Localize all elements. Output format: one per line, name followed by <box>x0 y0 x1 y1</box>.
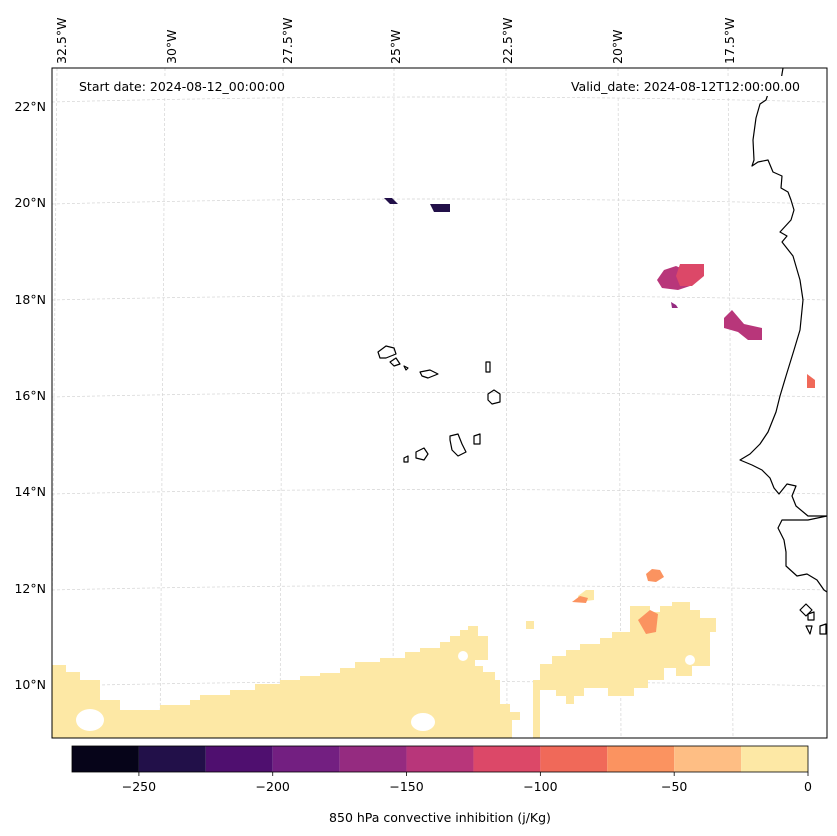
cin-region-magenta-speck <box>671 302 678 308</box>
cin-hole <box>411 713 435 731</box>
cin-region-orange-dot <box>646 569 664 582</box>
colorbar-tick-label: −150 <box>389 779 423 794</box>
colorbar-tick-label: −200 <box>256 779 290 794</box>
lat-label: 22°N <box>14 99 46 114</box>
island-brava <box>403 455 409 463</box>
colorbar-swatch <box>138 746 206 772</box>
colorbar-swatch <box>339 746 407 772</box>
lon-label: 17.5°W <box>722 18 737 64</box>
island-maio <box>473 433 481 445</box>
colorbar-swatch <box>741 746 808 772</box>
lon-label: 20°W <box>610 29 625 64</box>
colorbar <box>71 745 809 773</box>
coastlines <box>377 68 827 635</box>
lon-label: 27.5°W <box>280 18 295 64</box>
gridlines <box>52 68 827 738</box>
lat-label: 14°N <box>14 484 46 499</box>
island-guinea-1 <box>807 611 815 621</box>
island-sal <box>485 361 491 373</box>
island-guinea-3 <box>805 625 813 635</box>
map-frame <box>51 67 828 739</box>
island-sao-nicolau <box>419 369 439 379</box>
island-santa-luzia <box>403 365 409 371</box>
lat-label: 16°N <box>14 388 46 403</box>
cin-region-magenta-coast <box>724 310 762 340</box>
africa-coastline <box>739 68 827 517</box>
lon-label: 30°W <box>164 29 179 64</box>
island-boa-vista <box>487 389 501 405</box>
colorbar-swatch <box>205 746 273 772</box>
colorbar-swatch <box>473 746 541 772</box>
colorbar-border <box>71 745 809 773</box>
cin-hole <box>458 651 468 661</box>
guinea-coastline <box>777 515 827 593</box>
cin-region-orange-core <box>638 610 658 634</box>
map-panel <box>52 68 827 738</box>
lat-label: 10°N <box>14 677 46 692</box>
colorbar-tick-label: 0 <box>804 779 812 794</box>
island-santiago <box>449 433 467 457</box>
island-fogo <box>415 447 429 461</box>
colorbar-swatch <box>272 746 340 772</box>
colorbar-tick-label: −50 <box>661 779 687 794</box>
island-sao-vicente <box>389 357 401 367</box>
colorbar-label: 850 hPa convective inhibition (j/Kg) <box>329 810 551 825</box>
bissagos-coast <box>799 603 813 617</box>
latitude-labels: 22°N 20°N 18°N 16°N 14°N 12°N 10°N <box>14 99 46 692</box>
cin-hole <box>685 655 695 665</box>
cin-region-southeast-belt <box>533 602 716 738</box>
cin-region-pink-north <box>676 264 704 286</box>
lon-label: 32.5°W <box>54 18 69 64</box>
colorbar-ticks: −250 −200 −150 −100 −50 0 <box>122 772 812 794</box>
cin-region-south-belt <box>52 626 520 738</box>
island-santo-antao <box>377 345 397 359</box>
colorbar-tick-label: −250 <box>122 779 156 794</box>
start-date-label: Start date: 2024-08-12_00:00:00 <box>79 79 285 94</box>
lon-label: 25°W <box>388 29 403 64</box>
colorbar-swatch <box>72 746 139 772</box>
lat-label: 18°N <box>14 292 46 307</box>
lat-label: 12°N <box>14 581 46 596</box>
cin-region-small-patch <box>526 621 534 629</box>
cin-region-dark-north-1 <box>384 198 398 204</box>
cin-region-dark-north-2 <box>430 204 450 212</box>
colorbar-swatch <box>607 746 675 772</box>
colorbar-swatch <box>406 746 474 772</box>
colorbar-swatch <box>674 746 742 772</box>
colorbar-tick-label: −100 <box>523 779 557 794</box>
cin-hole <box>76 709 104 731</box>
lon-label: 22.5°W <box>500 18 515 64</box>
lat-label: 20°N <box>14 195 46 210</box>
valid-date-label: Valid_date: 2024-08-12T12:00:00.00 <box>571 79 800 94</box>
cin-field <box>52 198 815 738</box>
colorbar-swatch <box>540 746 608 772</box>
longitude-labels: 32.5°W 30°W 27.5°W 25°W 22.5°W 20°W 17.5… <box>54 18 737 64</box>
cin-region-patch-orange <box>572 596 588 603</box>
island-guinea-2 <box>819 623 827 635</box>
cin-region-red-coast <box>807 374 815 388</box>
